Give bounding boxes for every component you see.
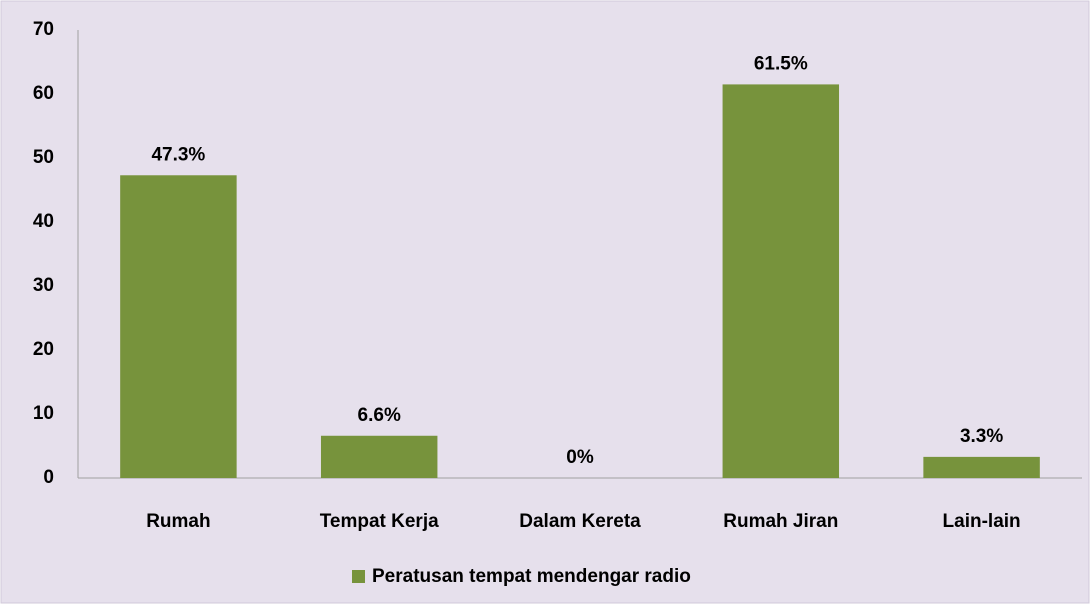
x-tick-label: Tempat Kerja (320, 511, 439, 532)
x-tick-label: Dalam Kereta (519, 511, 641, 532)
y-tick-label: 70 (33, 19, 54, 40)
y-tick-label: 60 (33, 83, 54, 104)
x-tick-label: Rumah (146, 511, 210, 532)
bar (320, 435, 438, 478)
legend-swatch (352, 570, 365, 583)
bar (120, 175, 237, 478)
y-tick-label: 0 (43, 467, 54, 488)
data-label: 61.5% (754, 53, 808, 74)
data-label: 0% (566, 447, 594, 468)
y-tick-label: 10 (33, 403, 54, 424)
y-tick-label: 20 (33, 339, 54, 360)
data-label: 6.6% (358, 405, 401, 426)
x-tick-label: Lain-lain (943, 511, 1021, 532)
bar (722, 84, 840, 479)
bar (923, 456, 1040, 478)
data-label: 47.3% (151, 144, 205, 165)
y-tick-label: 40 (33, 211, 54, 232)
x-tick-label: Rumah Jiran (723, 511, 838, 532)
y-tick-label: 30 (33, 275, 54, 296)
legend-label: Peratusan tempat mendengar radio (372, 566, 691, 587)
data-label: 3.3% (960, 426, 1003, 447)
y-tick-label: 50 (33, 147, 54, 168)
